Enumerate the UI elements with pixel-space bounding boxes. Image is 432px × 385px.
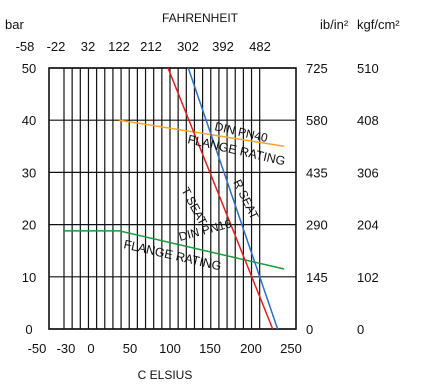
top-tick-label: 122 [108, 39, 130, 54]
pn40-line [119, 119, 285, 148]
top-tick-label: -58 [16, 39, 35, 54]
x-axis-label: C ELSIUS [138, 368, 193, 382]
right-tick-label-psi: 0 [306, 322, 313, 337]
top-axis-label: FAHRENHEIT [162, 11, 239, 25]
y-tick-label: 0 [25, 322, 32, 337]
top-tick-label: 392 [212, 39, 234, 54]
y-axis-label: bar [5, 17, 24, 32]
right-axis-2-label: kgf/cm² [357, 17, 400, 32]
right-tick-label-kgf: 204 [357, 218, 379, 233]
tick-labels: -50 -30 0 50 100 150 200 250-58 -22 32 122 212 302 39… [16, 39, 379, 356]
top-tick-label: 482 [249, 39, 271, 54]
y-tick-label: 10 [22, 270, 36, 285]
right-tick-label-kgf: 306 [357, 165, 379, 180]
x-tick-label: 150 [199, 341, 221, 356]
right-tick-label-psi: 725 [306, 61, 328, 76]
right-tick-label-psi: 290 [306, 218, 328, 233]
right-tick-label-psi: 580 [306, 113, 328, 128]
x-tick-label: 50 [123, 341, 137, 356]
pn16-line [64, 230, 285, 270]
grid [48, 67, 297, 330]
top-tick-label: 302 [177, 39, 199, 54]
right-tick-label-kgf: 0 [357, 322, 364, 337]
right-tick-label-psi: 435 [306, 165, 328, 180]
x-tick-label: -30 [57, 341, 76, 356]
x-tick-label: 200 [240, 341, 262, 356]
right-tick-label-kgf: 408 [357, 113, 379, 128]
top-tick-label: -22 [47, 39, 66, 54]
y-tick-label: 20 [22, 218, 36, 233]
x-tick-label: -50 [28, 341, 47, 356]
right-tick-label-psi: 145 [306, 270, 328, 285]
right-tick-label-kgf: 102 [357, 270, 379, 285]
top-tick-label: 212 [140, 39, 162, 54]
y-tick-label: 40 [22, 113, 36, 128]
x-tick-label: 0 [87, 341, 94, 356]
y-tick-label: 50 [22, 61, 36, 76]
plot-frame [48, 67, 297, 330]
right-tick-label-kgf: 510 [357, 61, 379, 76]
t-seat-line [167, 68, 274, 329]
series-lines [64, 68, 285, 329]
top-tick-label: 32 [81, 39, 95, 54]
r-seat-line [187, 68, 279, 329]
x-tick-label: 250 [280, 341, 302, 356]
right-axis-1-label: ib/in² [320, 17, 349, 32]
y-tick-label: 30 [22, 165, 36, 180]
x-tick-label: 100 [159, 341, 181, 356]
